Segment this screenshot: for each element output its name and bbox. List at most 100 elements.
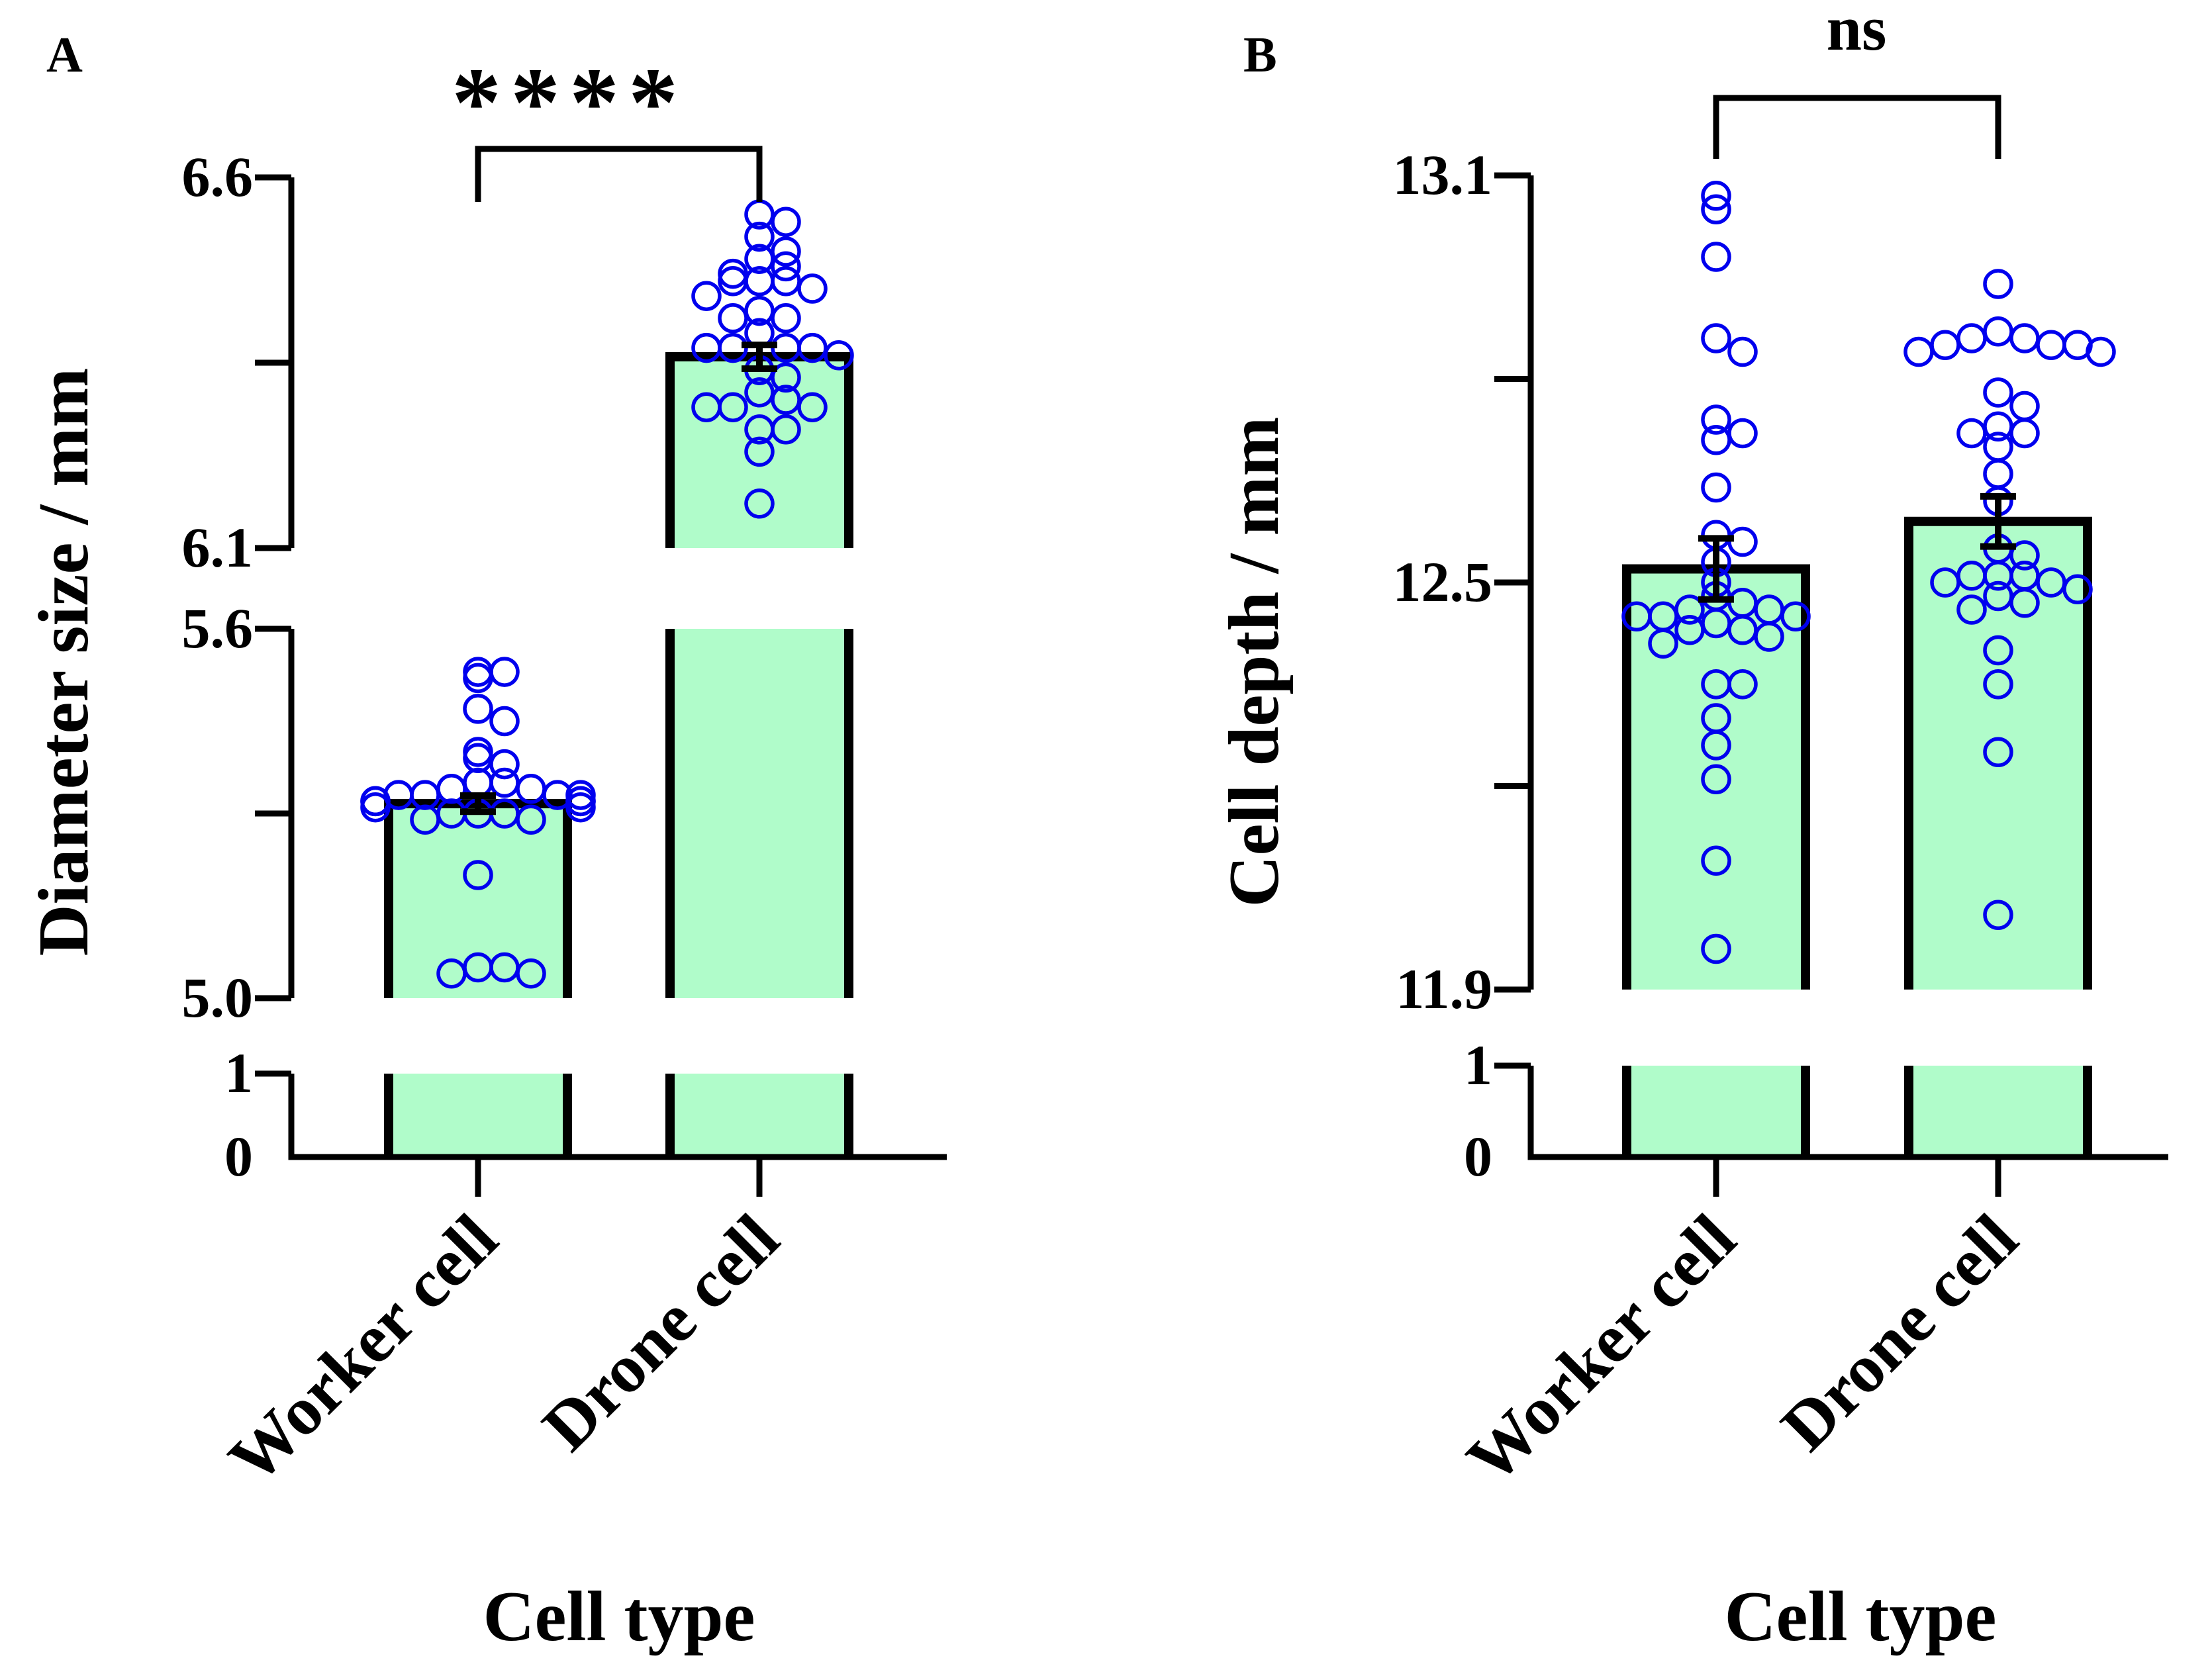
data-point — [691, 392, 722, 422]
data-point — [691, 281, 722, 311]
data-point — [489, 706, 520, 737]
data-point — [1701, 242, 1731, 272]
data-point — [1983, 635, 2013, 666]
data-point — [2036, 330, 2066, 360]
panel-a-x-axis-label: Cell type — [483, 1577, 755, 1656]
data-point — [1930, 330, 1960, 360]
data-point — [771, 251, 801, 282]
bar-fill-0-seg-1 — [1627, 569, 1805, 990]
y-tick-label: 13.1 — [1393, 143, 1493, 207]
panel-b: B Cell depth / mm Cell type ns 0 1 11.9 12.… — [1215, 0, 2168, 1656]
data-point — [1956, 418, 1987, 449]
data-point — [2062, 574, 2093, 604]
data-point — [1648, 628, 1678, 659]
data-point — [1983, 432, 2013, 462]
bar-fill-1-seg-1 — [1909, 521, 2088, 990]
data-point — [463, 737, 493, 767]
x-tick-label: Drone cell — [1767, 1200, 2033, 1465]
data-point — [1674, 615, 1705, 645]
data-point — [1983, 316, 2013, 347]
y-tick-label: 6.6 — [182, 145, 254, 209]
bar-fill-1-seg-0 — [1909, 1066, 2088, 1157]
y-tick-label: 0 — [224, 1125, 253, 1188]
data-point — [1701, 764, 1731, 794]
data-point — [2009, 391, 2040, 422]
y-tick-label: 5.0 — [182, 966, 254, 1029]
data-point — [771, 303, 801, 334]
data-point — [489, 657, 520, 687]
y-tick-label: 6.1 — [182, 516, 254, 579]
data-point — [744, 377, 775, 408]
y-tick-label: 11.9 — [1396, 957, 1492, 1021]
data-point — [718, 258, 748, 289]
y-tick-label: 12.5 — [1393, 550, 1493, 614]
panel-b-x-axis-label: Cell type — [1725, 1577, 1997, 1656]
data-point — [824, 340, 854, 371]
data-point — [565, 792, 596, 823]
y-tick-label: 1 — [224, 1041, 253, 1105]
data-point — [797, 392, 828, 422]
data-point — [691, 332, 722, 363]
panel-b-y-axis-label: Cell depth / mm — [1215, 417, 1294, 907]
data-point — [1903, 336, 1934, 367]
data-point — [463, 663, 493, 694]
data-point — [410, 804, 440, 835]
data-point — [1727, 336, 1758, 367]
data-point — [1983, 669, 2013, 700]
data-point — [516, 958, 546, 989]
data-point — [718, 266, 748, 297]
data-point — [797, 332, 828, 363]
panel-a-significance-label: **** — [452, 48, 687, 158]
data-point — [1930, 567, 1960, 598]
panel-b-label: B — [1243, 27, 1277, 83]
data-point — [1701, 181, 1731, 211]
data-point — [1701, 323, 1731, 353]
data-point — [516, 774, 546, 804]
bar-fill-1-seg-2 — [670, 357, 849, 548]
data-point — [771, 266, 801, 297]
x-tick-label: Worker cell — [1453, 1200, 1751, 1498]
data-point — [463, 860, 493, 890]
data-point — [1956, 594, 1987, 625]
data-point — [1727, 526, 1758, 557]
data-point — [771, 207, 801, 237]
data-point — [1701, 472, 1731, 503]
data-point — [1956, 323, 1987, 353]
data-point — [1780, 601, 1811, 631]
panel-b-significance-label: ns — [1827, 0, 1887, 64]
data-point — [771, 362, 801, 393]
panel-a-label: A — [46, 27, 83, 83]
data-point — [1621, 601, 1652, 631]
data-point — [1701, 933, 1731, 964]
data-point — [2009, 323, 2040, 353]
data-point — [744, 244, 775, 274]
data-point — [1983, 269, 2013, 299]
data-point — [771, 236, 801, 267]
data-point — [2009, 588, 2040, 618]
data-point — [1701, 845, 1731, 876]
y-tick-label: 1 — [1464, 1033, 1492, 1097]
x-tick-label: Worker cell — [215, 1200, 512, 1498]
data-point — [463, 743, 493, 774]
x-tick-label: Drone cell — [528, 1200, 794, 1465]
panel-a: A Diameter size / mm Cell type **** 0 1 5.… — [24, 27, 947, 1656]
data-point — [2086, 336, 2116, 367]
bar-fill-0-seg-0 — [1627, 1066, 1805, 1157]
data-point — [360, 792, 391, 823]
data-point — [463, 657, 493, 687]
data-point — [744, 221, 775, 252]
data-point — [1983, 459, 2013, 489]
bar-fill-0-seg-0 — [389, 1074, 567, 1157]
data-point — [463, 694, 493, 724]
data-point — [463, 767, 493, 798]
data-point — [489, 749, 520, 780]
data-point — [1983, 737, 2013, 767]
data-point — [436, 958, 467, 989]
significance-bracket — [475, 146, 763, 202]
data-point — [744, 436, 775, 467]
data-point — [1727, 669, 1758, 700]
bar-fill-1-seg-0 — [670, 1074, 849, 1157]
data-point — [2009, 418, 2040, 449]
bar-fill-1-seg-1 — [670, 629, 849, 998]
